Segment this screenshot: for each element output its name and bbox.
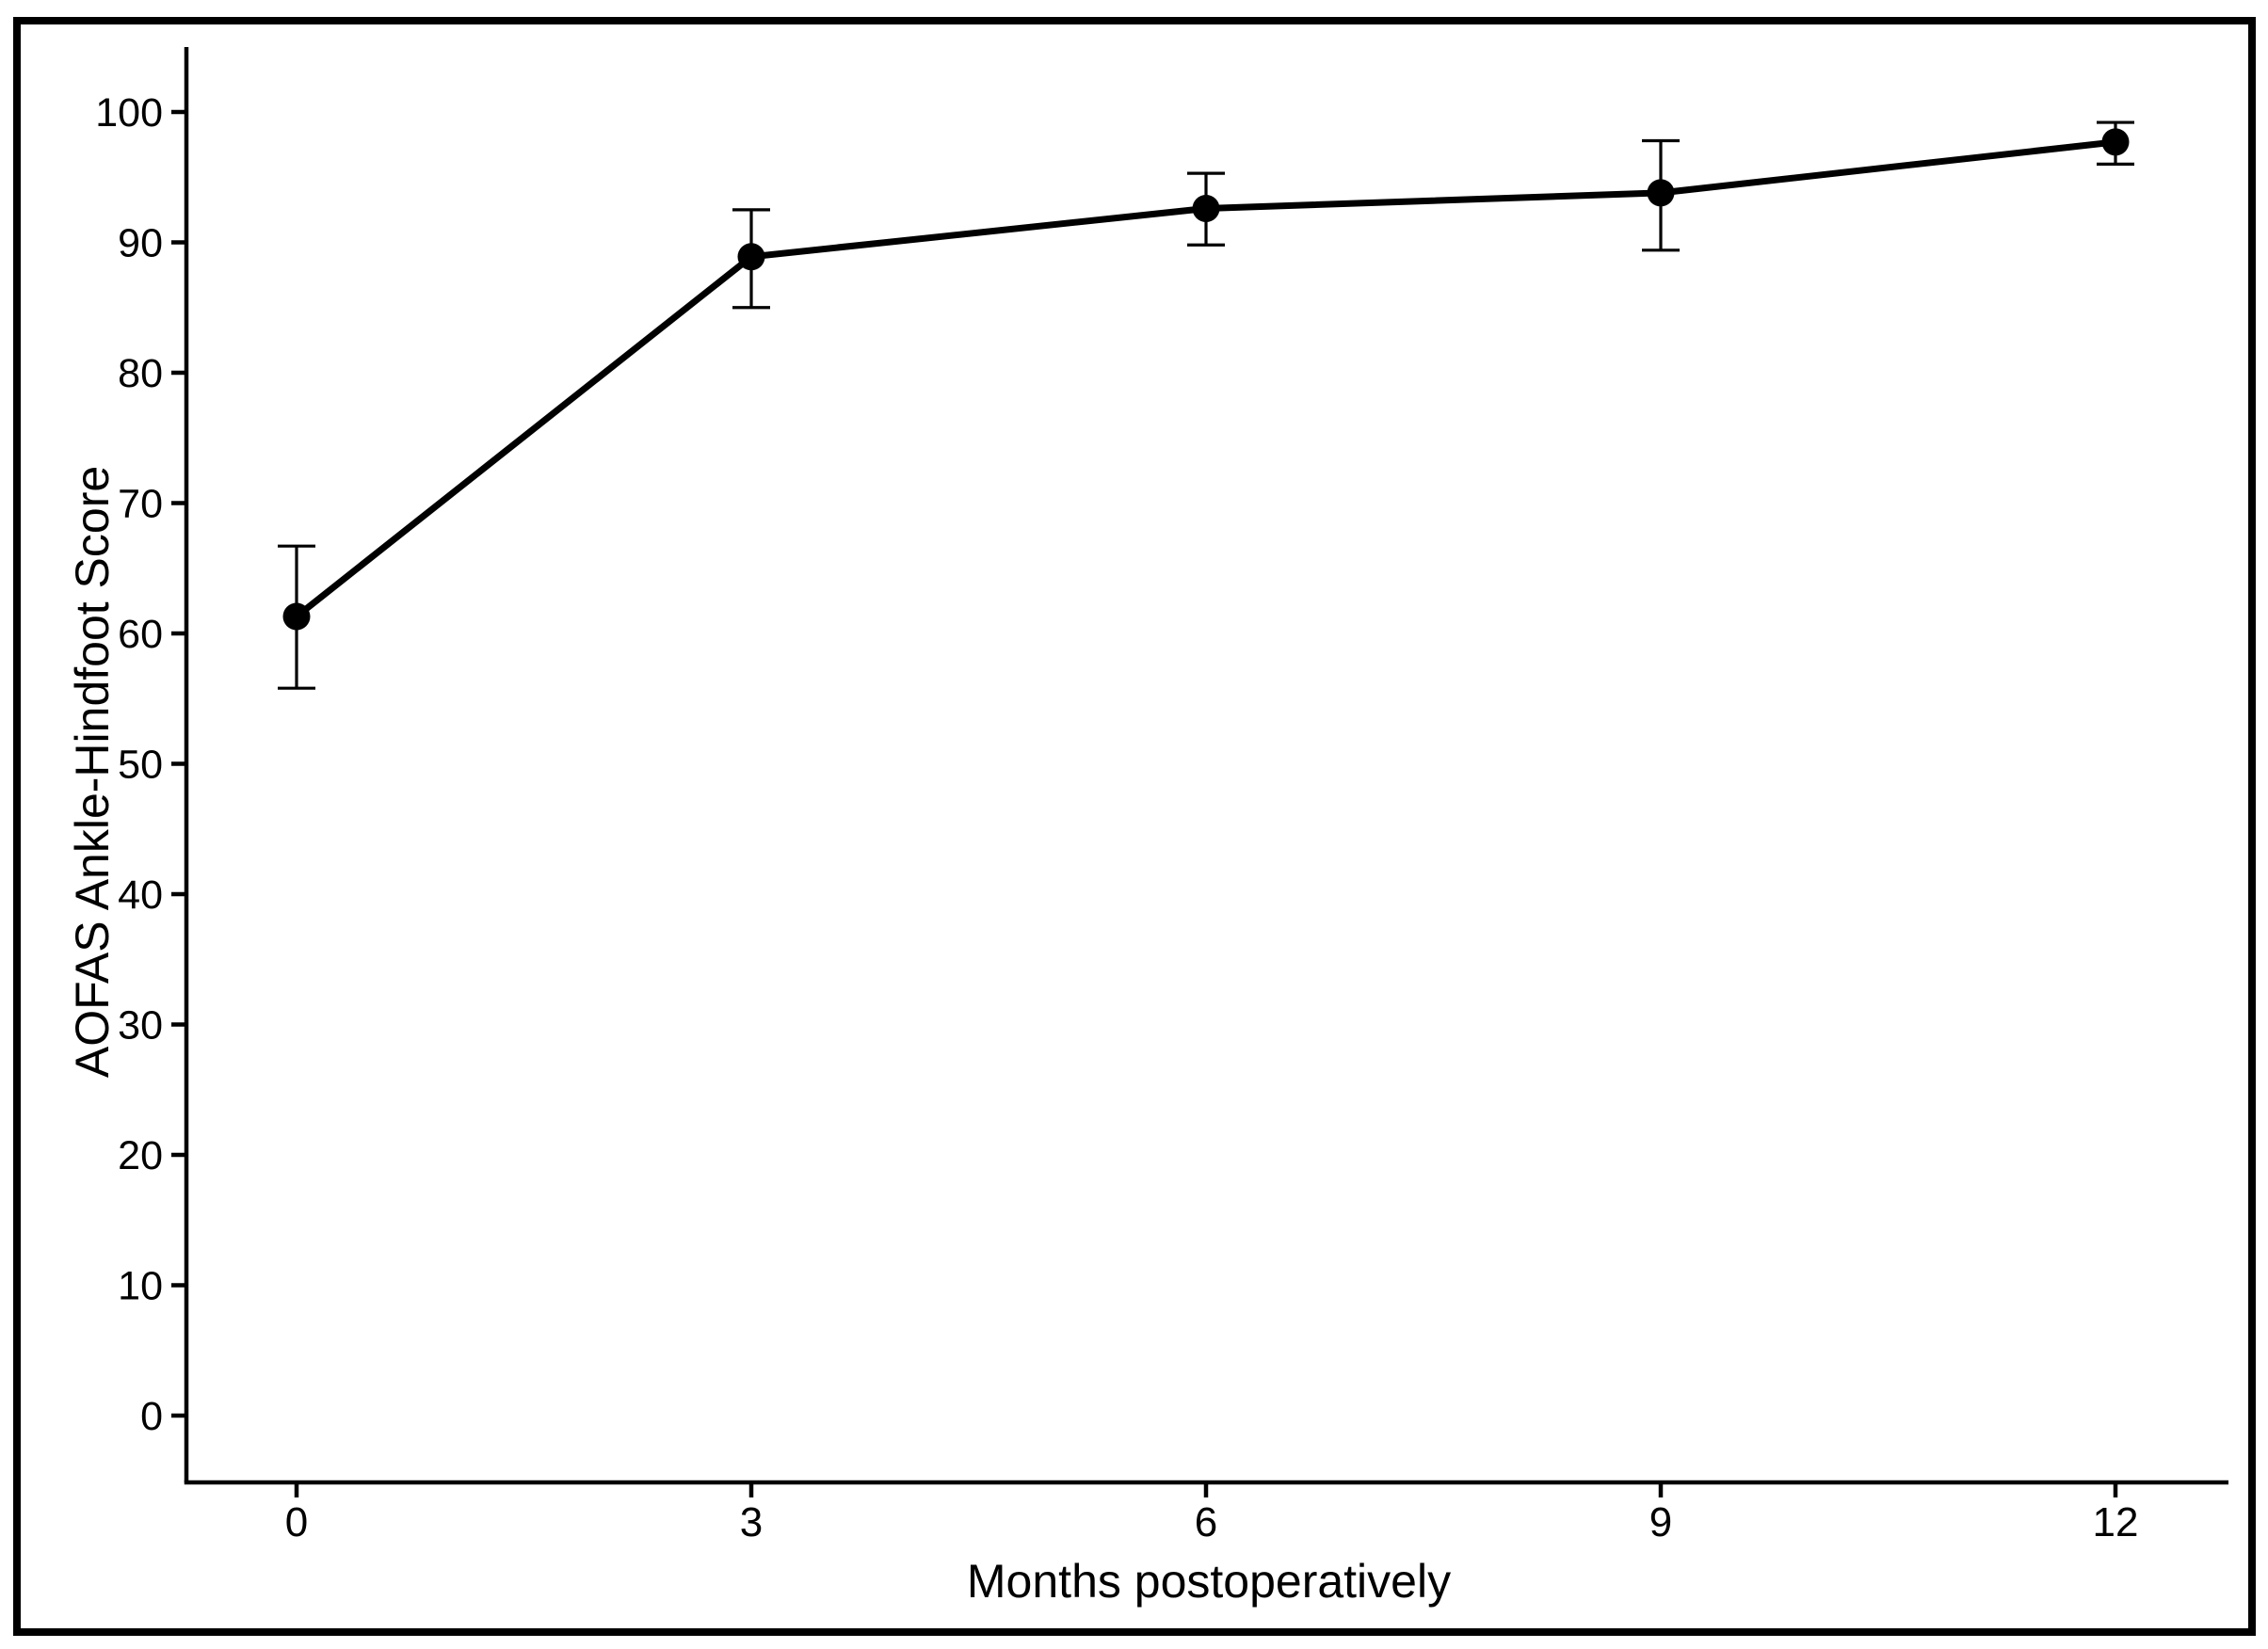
y-tick-label: 60: [118, 612, 163, 657]
y-tick-label: 10: [118, 1264, 163, 1309]
y-tick-label: 0: [140, 1394, 163, 1439]
y-tick-label: 70: [118, 482, 163, 527]
y-tick-label: 40: [118, 873, 163, 918]
x-tick-label: 3: [740, 1499, 763, 1545]
x-tick-label: 6: [1195, 1499, 1217, 1545]
x-axis-title: Months postoperatively: [967, 1555, 1451, 1608]
data-point-month-6: [1192, 194, 1220, 222]
data-point-month-3: [737, 243, 765, 271]
y-axis-ticks: 0 10 20 30 40 50 60 70 80 90 100: [95, 90, 186, 1439]
x-tick-label: 12: [2093, 1499, 2139, 1545]
data-point-month-0: [282, 602, 311, 631]
y-tick-label: 90: [118, 221, 163, 266]
x-tick-label: 9: [1649, 1499, 1672, 1545]
y-tick-label: 20: [118, 1133, 163, 1178]
data-points: [282, 128, 2130, 631]
y-tick-label: 30: [118, 1003, 163, 1049]
y-tick-label: 80: [118, 351, 163, 396]
data-point-month-9: [1647, 179, 1675, 207]
axes: [184, 47, 2228, 1485]
y-tick-label: 50: [118, 743, 163, 788]
x-axis-ticks: 0 3 6 9 12: [285, 1482, 2139, 1545]
figure-border: [13, 17, 2256, 1636]
x-tick-label: 0: [285, 1499, 308, 1545]
data-point-month-12: [2101, 128, 2130, 156]
y-tick-label: 100: [95, 90, 163, 136]
y-axis-title: AOFAS Ankle-Hindfoot Score: [66, 466, 119, 1078]
